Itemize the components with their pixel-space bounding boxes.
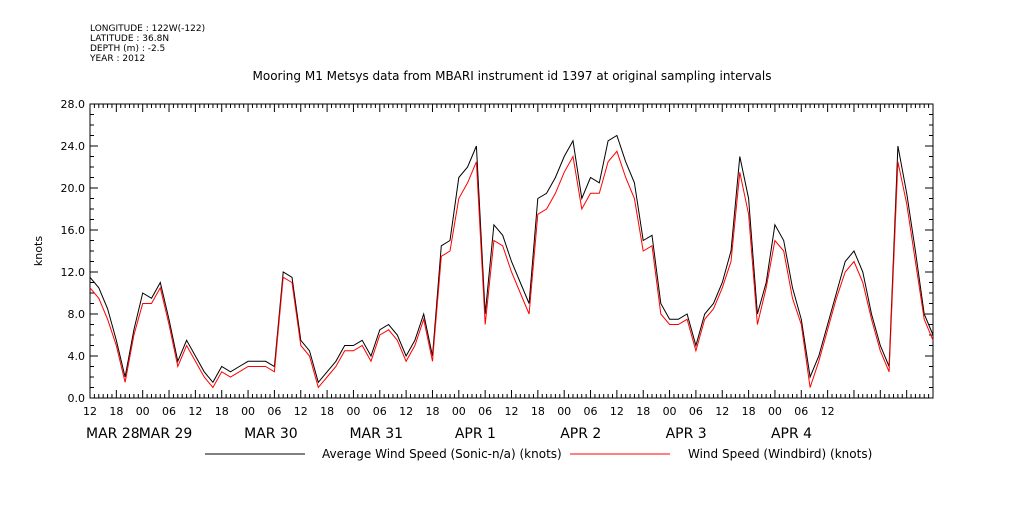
x-tick-label: 18 bbox=[531, 405, 545, 418]
x-tick-label: 12 bbox=[505, 405, 519, 418]
legend-label-windbird: Wind Speed (Windbird) (knots) bbox=[688, 447, 872, 461]
x-tick-label: 12 bbox=[610, 405, 624, 418]
meta-year: YEAR : 2012 bbox=[89, 54, 145, 64]
x-date-label: MAR 30 bbox=[244, 426, 298, 442]
meta-longitude: LONGITUDE : 122W(-122) bbox=[90, 24, 205, 34]
x-tick-label: 18 bbox=[742, 405, 756, 418]
y-tick-label: 0.0 bbox=[68, 392, 86, 405]
legend: Average Wind Speed (Sonic-n/a) (knots) W… bbox=[205, 447, 872, 461]
x-tick-label: 00 bbox=[346, 405, 360, 418]
series-line-windbird bbox=[89, 150, 934, 389]
y-axis-label: knots bbox=[32, 236, 45, 266]
x-tick-label: 00 bbox=[768, 405, 782, 418]
x-date-label: MAR 31 bbox=[349, 426, 403, 442]
x-tick-label: 18 bbox=[109, 405, 123, 418]
x-tick-label: 00 bbox=[452, 405, 466, 418]
x-tick-label: 06 bbox=[373, 405, 387, 418]
metadata-block: LONGITUDE : 122W(-122) LATITUDE : 36.8N … bbox=[89, 24, 205, 64]
x-axis: 12 18 00 06 12 18 00 06 12 18 00 06 12 18 00 06 12 18 00 06… bbox=[83, 104, 934, 442]
x-tick-label: 06 bbox=[267, 405, 281, 418]
x-tick-label: 12 bbox=[294, 405, 308, 418]
x-tick-label: 12 bbox=[821, 405, 835, 418]
x-tick-label: 12 bbox=[715, 405, 729, 418]
x-tick-label: 06 bbox=[689, 405, 703, 418]
x-tick-label: 06 bbox=[584, 405, 598, 418]
chart-title: Mooring M1 Metsys data from MBARI instru… bbox=[253, 69, 772, 83]
x-date-label: APR 1 bbox=[455, 426, 496, 442]
x-tick-label: 00 bbox=[663, 405, 677, 418]
y-tick-label: 20.0 bbox=[61, 182, 86, 195]
series-layer bbox=[89, 134, 934, 389]
legend-label-sonic: Average Wind Speed (Sonic-n/a) (knots) bbox=[322, 447, 562, 461]
series-line-sonic bbox=[89, 134, 934, 384]
x-tick-label: 06 bbox=[162, 405, 176, 418]
x-tick-label: 12 bbox=[188, 405, 202, 418]
x-date-label: APR 3 bbox=[666, 426, 707, 442]
x-tick-label: 18 bbox=[425, 405, 439, 418]
y-tick-label: 16.0 bbox=[61, 224, 86, 237]
x-tick-label: 06 bbox=[794, 405, 808, 418]
x-tick-label: 18 bbox=[320, 405, 334, 418]
x-tick-label: 00 bbox=[241, 405, 255, 418]
y-tick-label: 24.0 bbox=[61, 140, 86, 153]
x-date-label: MAR 28 bbox=[86, 426, 140, 442]
meta-latitude: LATITUDE : 36.8N bbox=[90, 34, 169, 44]
x-tick-label: 12 bbox=[83, 405, 97, 418]
y-tick-label: 12.0 bbox=[61, 266, 86, 279]
x-tick-label: 06 bbox=[478, 405, 492, 418]
y-tick-label: 8.0 bbox=[68, 308, 86, 321]
y-tick-label: 4.0 bbox=[68, 350, 86, 363]
x-tick-label: 18 bbox=[215, 405, 229, 418]
x-date-label: APR 2 bbox=[560, 426, 601, 442]
x-date-label: APR 4 bbox=[771, 426, 812, 442]
x-date-label: MAR 29 bbox=[139, 426, 193, 442]
x-tick-label: 00 bbox=[557, 405, 571, 418]
y-tick-label: 28.0 bbox=[61, 98, 86, 111]
x-tick-label: 00 bbox=[136, 405, 150, 418]
meta-depth: DEPTH (m) : -2.5 bbox=[90, 44, 165, 54]
x-tick-label: 12 bbox=[399, 405, 413, 418]
x-tick-label: 18 bbox=[636, 405, 650, 418]
y-axis: 0.0 4.0 8.0 12.0 16.0 20.0 24.0 28.0 bbox=[61, 98, 933, 405]
